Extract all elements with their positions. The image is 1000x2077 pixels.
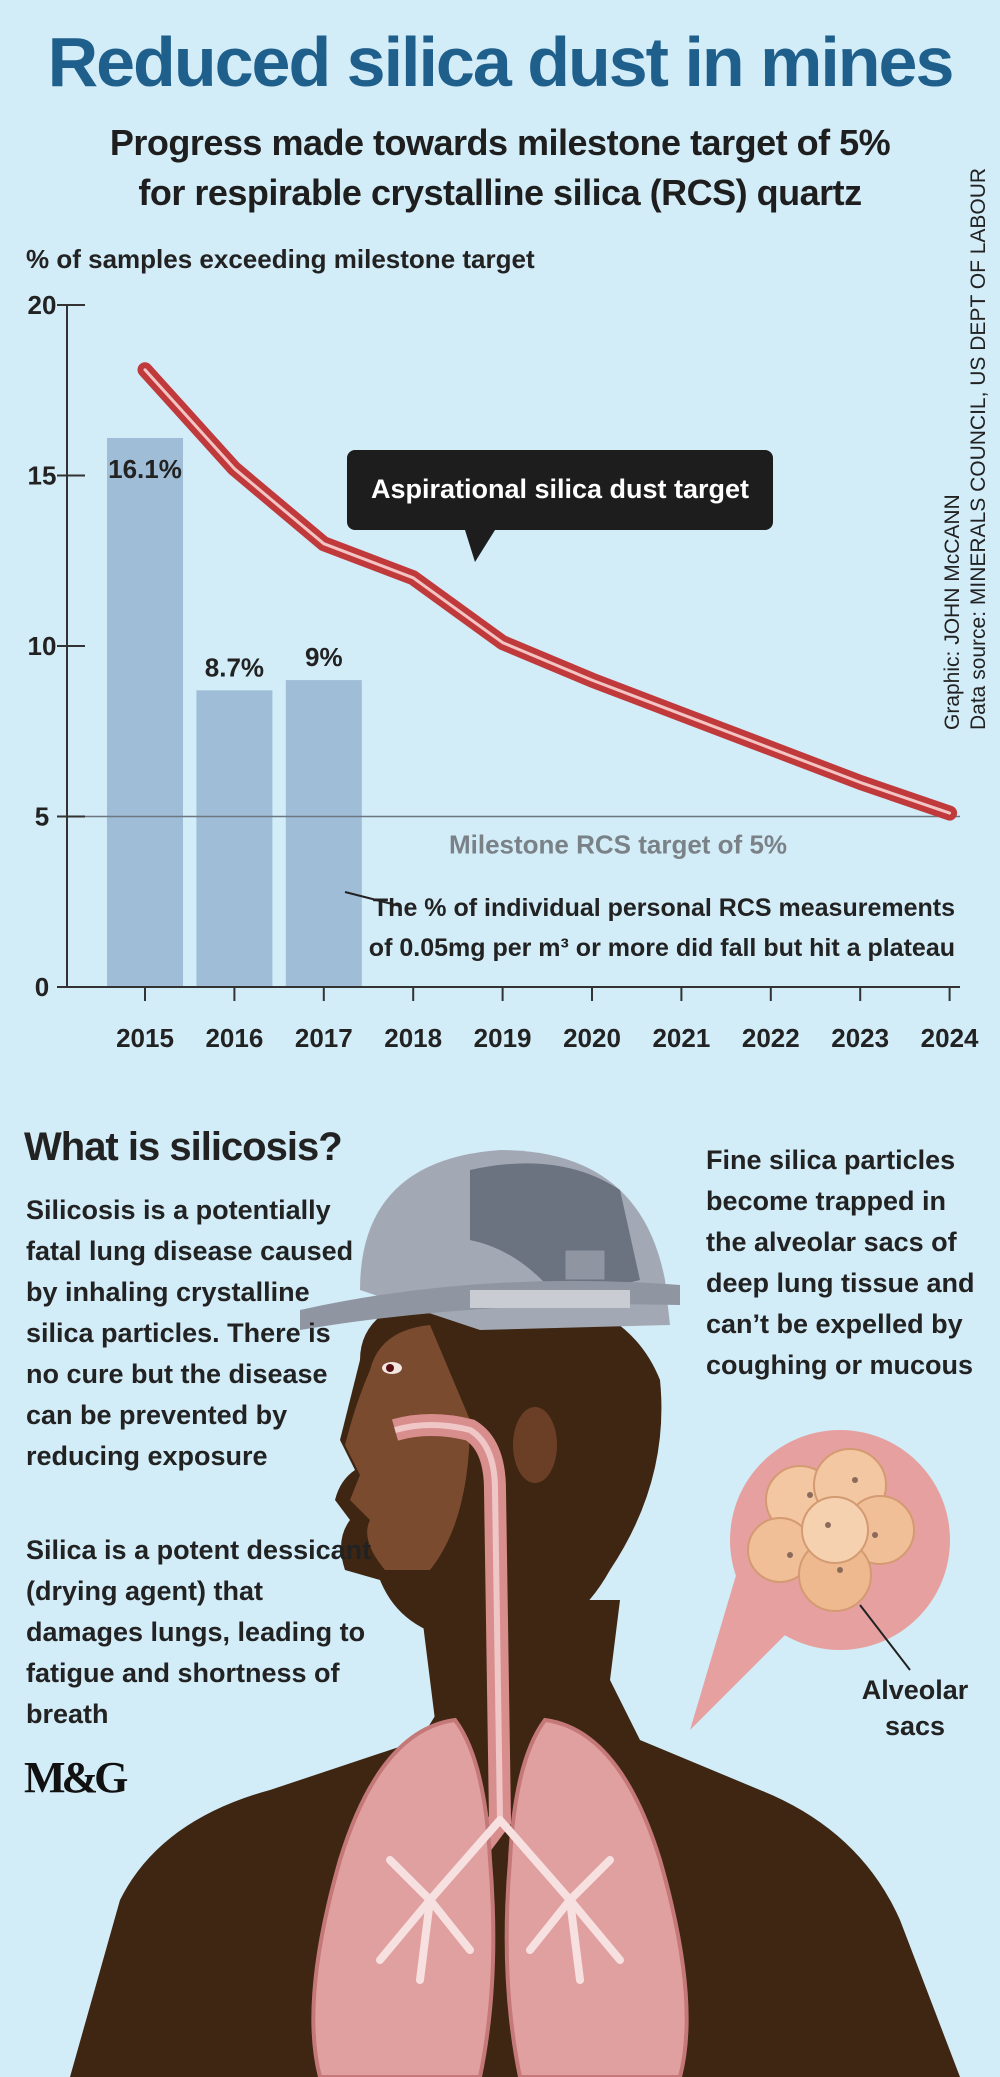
x-tick-label-2022: 2022 bbox=[742, 1023, 800, 1053]
alveolar-sacs bbox=[747, 1448, 915, 1612]
alveolar-pointer bbox=[859, 1604, 911, 1671]
bar-2016 bbox=[196, 690, 273, 987]
y-tick-label-10: 10 bbox=[28, 631, 57, 661]
subtitle-line-1: Progress made towards milestone target o… bbox=[109, 122, 891, 163]
x-tick-label-2024: 2024 bbox=[921, 1023, 979, 1053]
bar-label-2016: 8.7% bbox=[205, 652, 264, 682]
bar-label-2017: 9% bbox=[305, 642, 343, 672]
publisher-logo: M&G bbox=[24, 1753, 128, 1802]
hard-hat-band bbox=[470, 1290, 630, 1308]
airway-inner bbox=[394, 1422, 503, 1821]
milestone-label: Milestone RCS target of 5% bbox=[449, 830, 787, 860]
lamp-holder bbox=[564, 1249, 606, 1281]
silicosis-illustration bbox=[70, 1150, 960, 2077]
miner-pupil bbox=[386, 1364, 394, 1372]
bronchial-tree bbox=[376, 1816, 624, 1984]
miner-face bbox=[345, 1325, 470, 1570]
silicosis-heading: What is silicosis? bbox=[24, 1125, 343, 1169]
x-tick-label-2017: 2017 bbox=[295, 1023, 353, 1053]
miner-ear bbox=[513, 1407, 557, 1483]
x-tick-label-2020: 2020 bbox=[563, 1023, 621, 1053]
bar-2017 bbox=[285, 680, 362, 987]
x-tick-label-2023: 2023 bbox=[831, 1023, 889, 1053]
silicosis-paragraph-3: Fine silica particles become trapped in … bbox=[706, 1145, 975, 1380]
silicosis-paragraph-1: Silicosis is a potentially fatal lung di… bbox=[26, 1195, 354, 1471]
silicosis-paragraph-2: Silica is a potent dessicant (drying age… bbox=[26, 1535, 372, 1729]
annotation-pointer bbox=[344, 891, 401, 907]
x-tick-label-2015: 2015 bbox=[116, 1023, 174, 1053]
callout-text: Aspirational silica dust target bbox=[371, 474, 749, 504]
y-tick-label-15: 15 bbox=[28, 461, 57, 491]
annotation-line-2: of 0.05mg per m³ or more did fall but hi… bbox=[369, 934, 955, 962]
target-line-highlight bbox=[143, 368, 952, 815]
y-tick-label-20: 20 bbox=[28, 290, 57, 320]
callout-box bbox=[347, 450, 773, 562]
x-tick-label-2018: 2018 bbox=[384, 1023, 442, 1053]
bar-2015 bbox=[107, 437, 183, 987]
x-tick-label-2021: 2021 bbox=[652, 1023, 710, 1053]
y-tick-label-5: 5 bbox=[35, 802, 49, 832]
bar-label-2015: 16.1% bbox=[108, 454, 182, 484]
x-tick-label-2019: 2019 bbox=[474, 1023, 532, 1053]
y-tick-label-0: 0 bbox=[35, 972, 49, 1002]
page-subtitle: Progress made towards milestone target o… bbox=[60, 118, 940, 218]
page-title: Reduced silica dust in mines bbox=[47, 23, 955, 101]
x-tick-label-2016: 2016 bbox=[205, 1023, 263, 1053]
alveolar-sacs-label: Alveolar sacs bbox=[861, 1675, 969, 1741]
chart: 16.1% 8.7% 9% Milestone RCS target of 5% 0 5 1… bbox=[28, 290, 980, 1053]
annotation-line-1: The % of individual personal RCS measure… bbox=[373, 894, 955, 922]
y-axis-label: % of samples exceeding milestone target bbox=[26, 244, 535, 274]
subtitle-line-2: for respirable crystalline silica (RCS) … bbox=[138, 172, 862, 213]
